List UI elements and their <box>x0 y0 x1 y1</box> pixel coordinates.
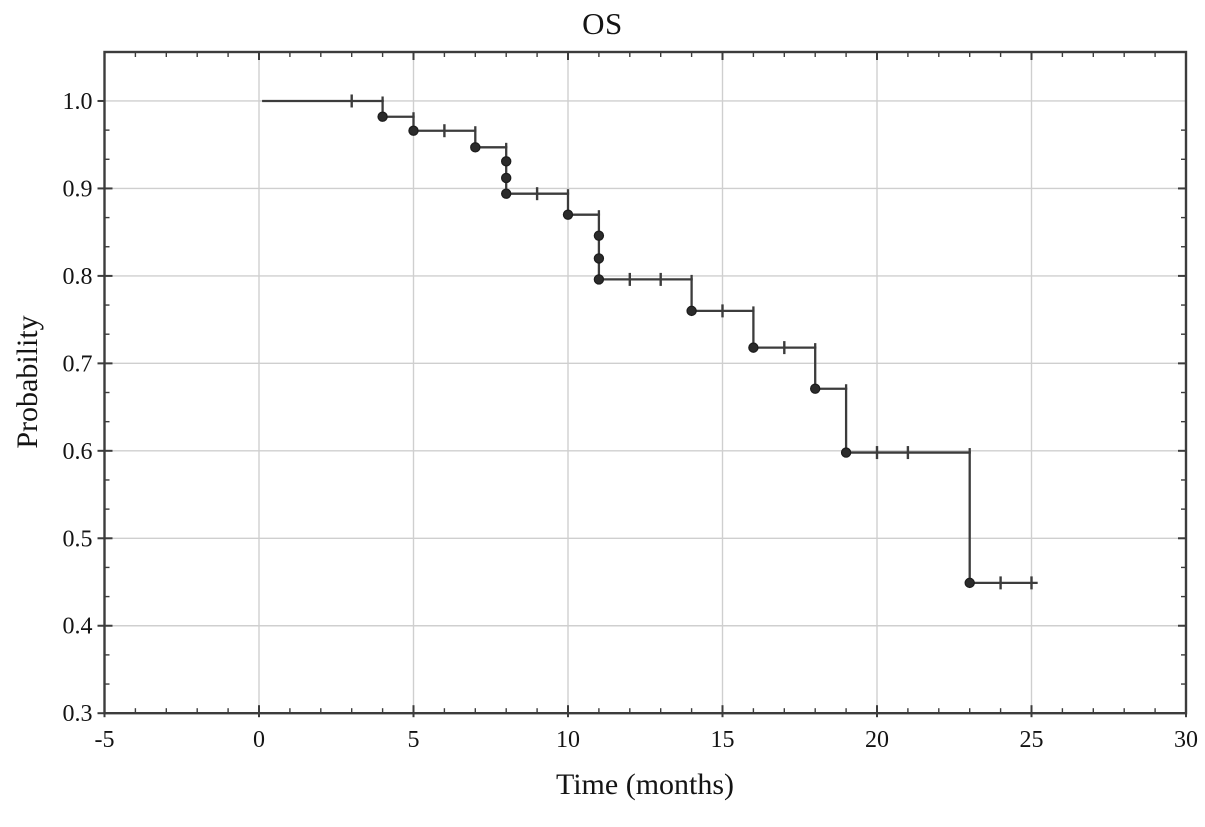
axis-ticks <box>97 52 1187 718</box>
svg-text:10: 10 <box>556 727 580 753</box>
x-tick-labels: -5 0 5 10 15 20 25 30 <box>95 727 1199 753</box>
svg-text:0.8: 0.8 <box>63 264 93 290</box>
grid-lines <box>104 52 1186 714</box>
svg-text:20: 20 <box>865 727 889 753</box>
svg-text:0.5: 0.5 <box>63 526 93 552</box>
svg-text:1.0: 1.0 <box>63 89 93 115</box>
y-axis-label: Probability <box>11 315 44 449</box>
survival-step-line <box>262 96 1038 585</box>
svg-text:5: 5 <box>408 727 420 753</box>
svg-text:0.6: 0.6 <box>63 439 93 465</box>
svg-text:0: 0 <box>253 727 265 753</box>
svg-text:0.4: 0.4 <box>63 614 93 640</box>
svg-text:25: 25 <box>1020 727 1044 753</box>
svg-text:0.7: 0.7 <box>63 351 93 377</box>
y-tick-labels: 0.3 0.4 0.5 0.6 0.7 0.8 0.9 1.0 <box>63 89 93 727</box>
censor-marks <box>350 94 1033 590</box>
svg-text:30: 30 <box>1174 727 1198 753</box>
chart-title: OS <box>582 6 623 41</box>
plot-frame <box>103 50 1188 715</box>
x-axis-label: Time (months) <box>555 768 735 801</box>
svg-text:0.9: 0.9 <box>63 176 93 202</box>
event-markers <box>377 111 975 589</box>
svg-text:0.3: 0.3 <box>63 701 93 727</box>
svg-text:15: 15 <box>711 727 735 753</box>
svg-text:-5: -5 <box>95 727 115 753</box>
